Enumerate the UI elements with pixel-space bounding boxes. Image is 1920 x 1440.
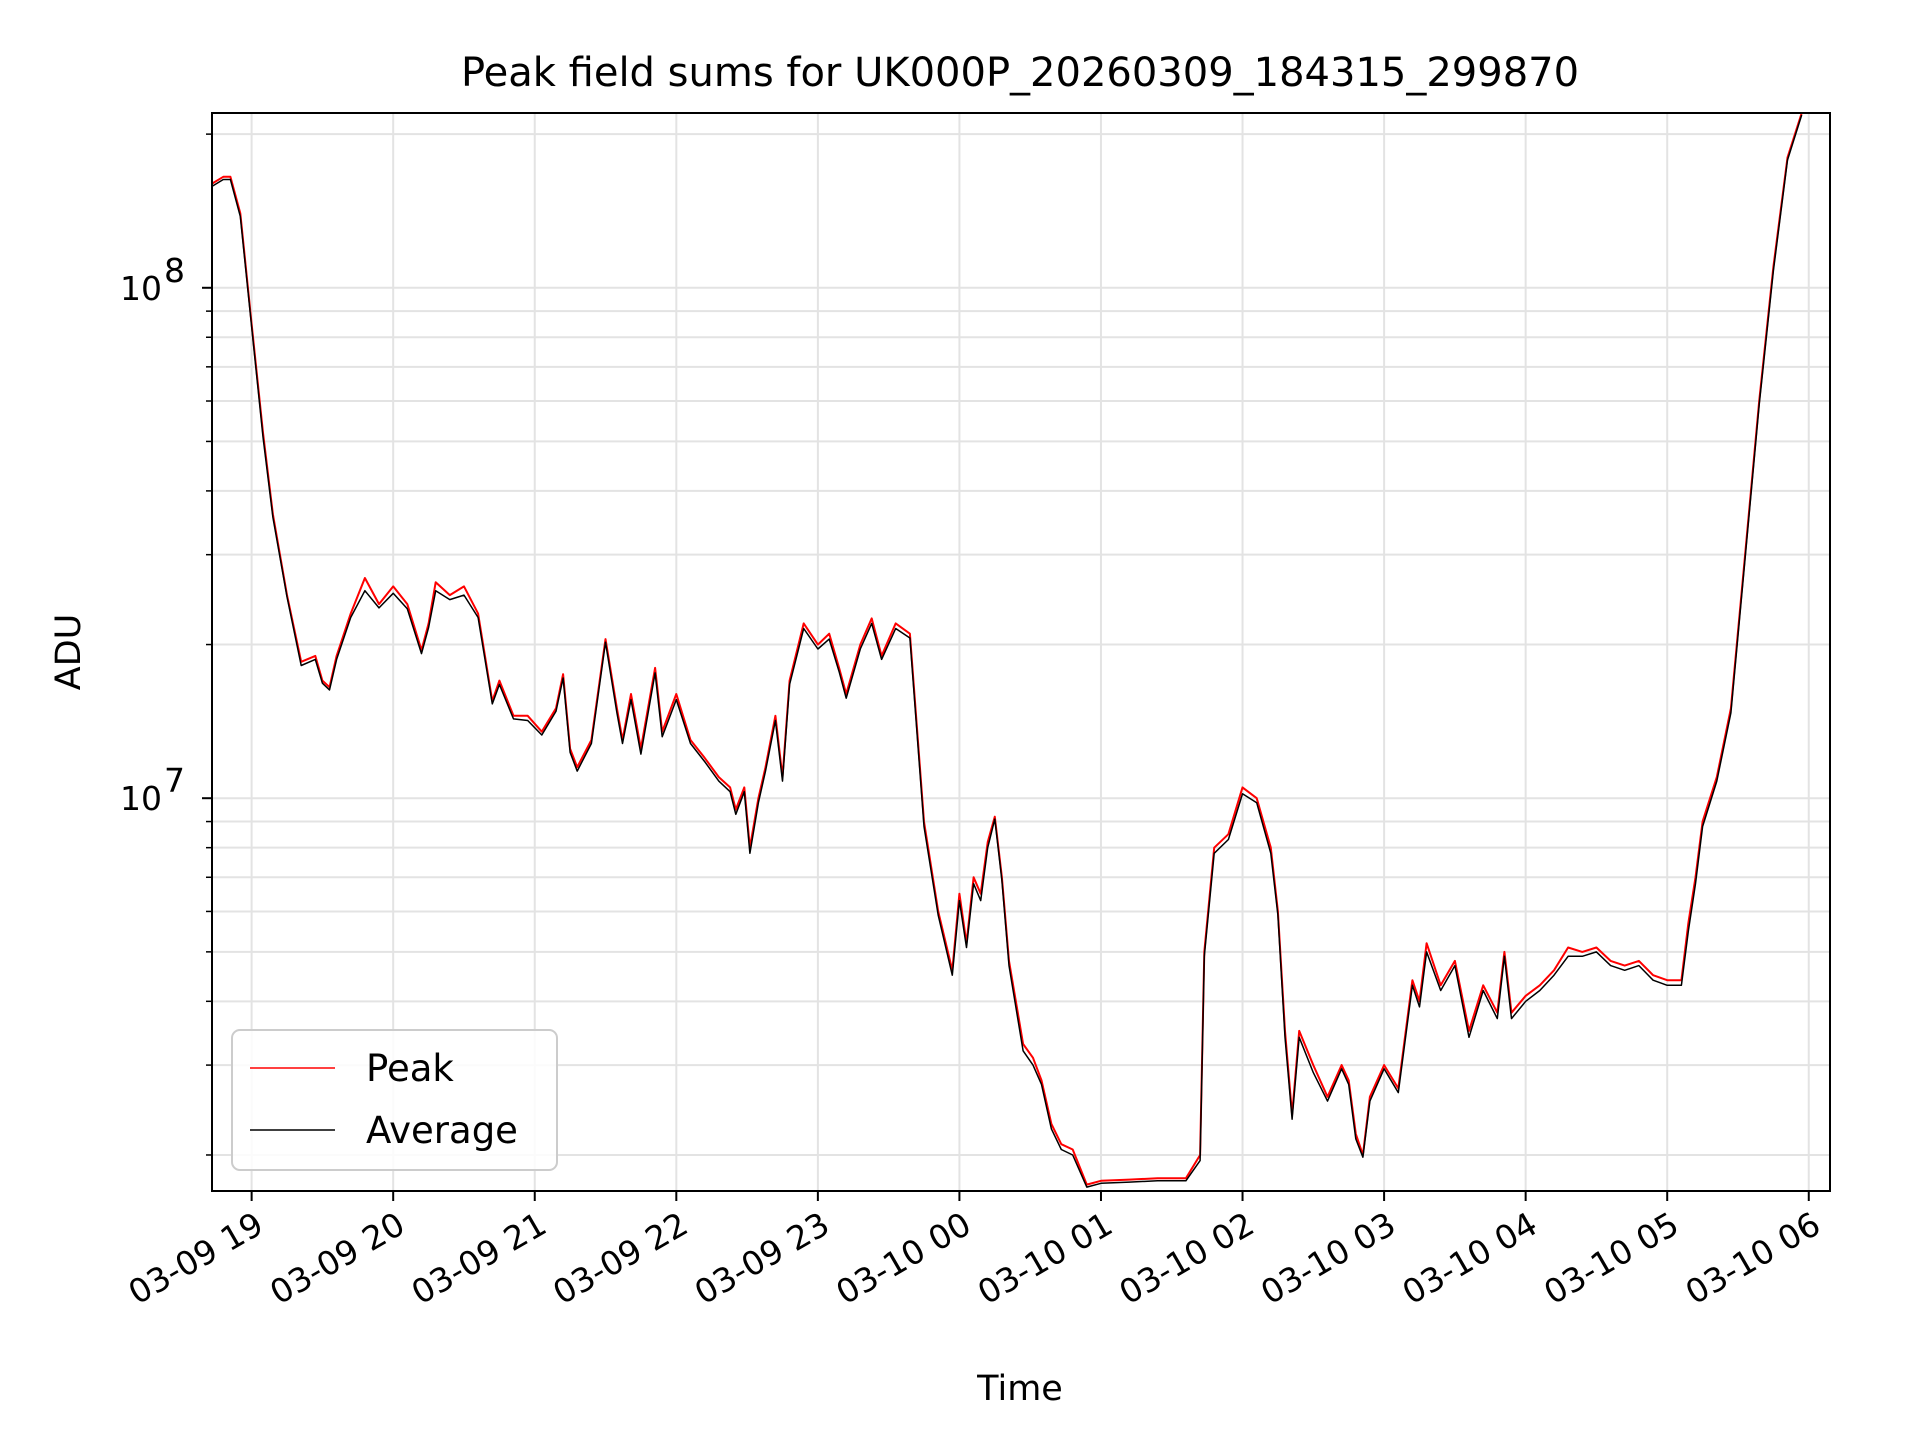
- axes-frame: [211, 112, 1831, 1192]
- grid: [212, 113, 1830, 1191]
- series-line-average: [211, 114, 1803, 1188]
- y-tick-label: 10: [120, 779, 162, 818]
- legend: Peak Average: [231, 1029, 558, 1171]
- legend-label-average: Average: [366, 1109, 518, 1152]
- plot-area: [211, 112, 1803, 1188]
- legend-box: [231, 1029, 558, 1171]
- y-axis-label: ADU: [49, 614, 89, 691]
- chart-title: Peak field sums for UK000P_20260309_1843…: [461, 50, 1579, 96]
- y-tick-exponent: 7: [164, 761, 185, 800]
- y-tick-exponent: 8: [164, 251, 185, 290]
- y-tick-label: 10: [120, 269, 162, 308]
- x-axis-label: Time: [976, 1369, 1063, 1409]
- legend-label-peak: Peak: [366, 1047, 454, 1090]
